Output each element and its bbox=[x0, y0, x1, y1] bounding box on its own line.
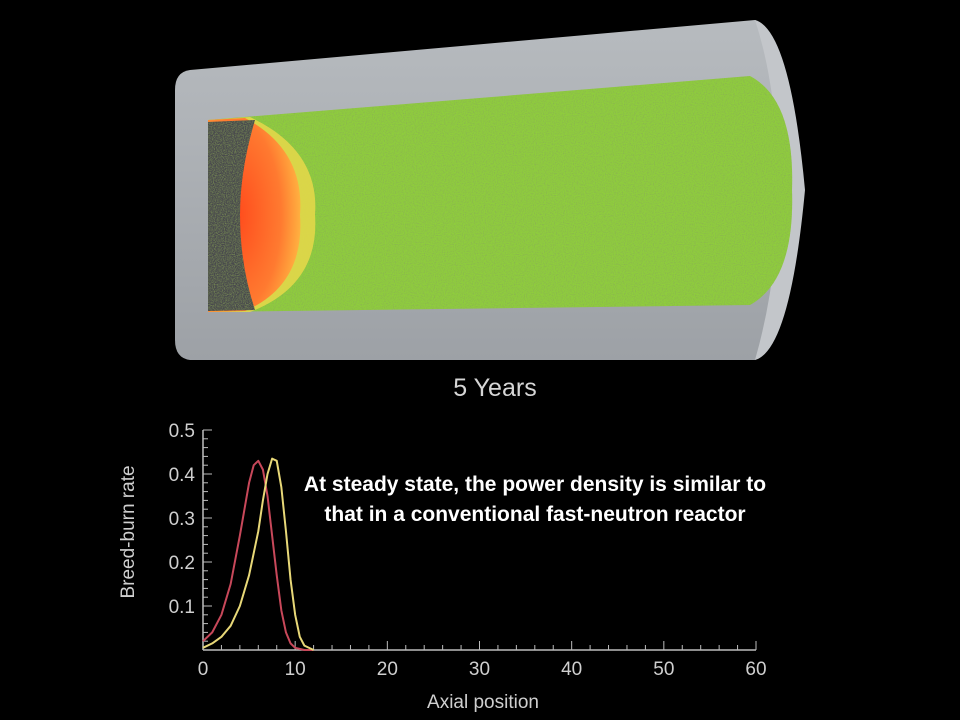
series-lines bbox=[202, 457, 315, 651]
x-tick-label: 60 bbox=[745, 659, 766, 680]
y-tick-label: 0.2 bbox=[169, 553, 195, 574]
series-line-2 bbox=[202, 457, 315, 651]
x-tick-label: 0 bbox=[198, 659, 209, 680]
x-tick-label: 10 bbox=[285, 659, 306, 680]
time-caption: 5 Years bbox=[453, 374, 537, 402]
y-tick-label: 0.1 bbox=[169, 597, 195, 618]
annotation-text: At steady state, the power density is si… bbox=[303, 473, 767, 526]
y-axis-label: Breed-burn rate bbox=[118, 465, 139, 598]
x-tick-label: 50 bbox=[653, 659, 674, 680]
y-tick-label: 0.3 bbox=[169, 509, 195, 530]
x-tick-label: 40 bbox=[561, 659, 582, 680]
reactor-cross-section bbox=[175, 20, 805, 360]
ticks: 0 10 20 30 40 50 60 0.1 0.2 0.3 0.4 0.5 bbox=[169, 421, 767, 680]
y-tick-label: 0.5 bbox=[169, 421, 195, 442]
y-tick-label: 0.4 bbox=[169, 465, 196, 486]
fresh-fuel-region bbox=[208, 76, 793, 312]
burnt-fuel-region bbox=[208, 120, 255, 311]
x-tick-label: 20 bbox=[377, 659, 398, 680]
x-axis-label: Axial position bbox=[427, 692, 539, 713]
x-tick-label: 30 bbox=[469, 659, 490, 680]
